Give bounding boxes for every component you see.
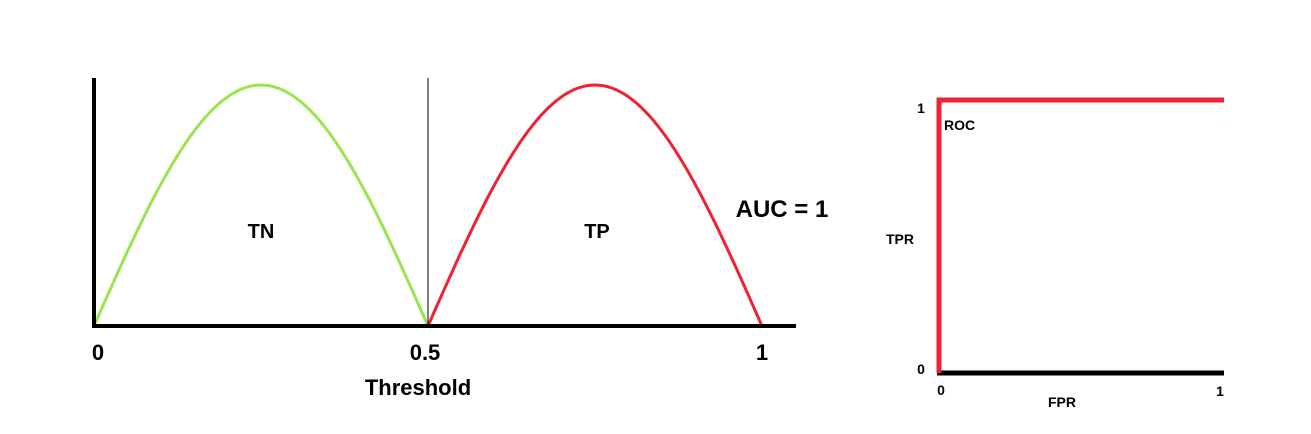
roc-y-tick: 0 xyxy=(917,361,925,377)
distribution-curves xyxy=(92,83,764,327)
true-positive-region-label: TP xyxy=(584,221,610,243)
roc-x-tick: 0 xyxy=(937,382,945,398)
roc-x-tick: 1 xyxy=(1216,383,1224,399)
distribution-x-tick: 0 xyxy=(92,340,104,365)
roc-y-axis-label: TPR xyxy=(886,231,914,247)
roc-y-tick: 1 xyxy=(917,100,925,116)
distribution-x-axis-label: Threshold xyxy=(365,375,471,400)
distribution-chart: 0 0.5 1 Threshold TN TP AUC = 1 xyxy=(92,78,828,400)
roc-curve xyxy=(936,97,1224,373)
distribution-x-tick: 1 xyxy=(756,340,768,365)
roc-x-axis-label: FPR xyxy=(1048,394,1076,410)
roc-chart: 1 0 0 1 ROC TPR FPR xyxy=(886,97,1224,410)
true-negative-region-label: TN xyxy=(248,221,275,243)
true-positive-curve xyxy=(426,83,764,327)
roc-title: ROC xyxy=(944,117,975,133)
true-negative-curve xyxy=(92,83,430,327)
distribution-x-tick: 0.5 xyxy=(410,340,441,365)
auc-annotation: AUC = 1 xyxy=(736,196,829,223)
